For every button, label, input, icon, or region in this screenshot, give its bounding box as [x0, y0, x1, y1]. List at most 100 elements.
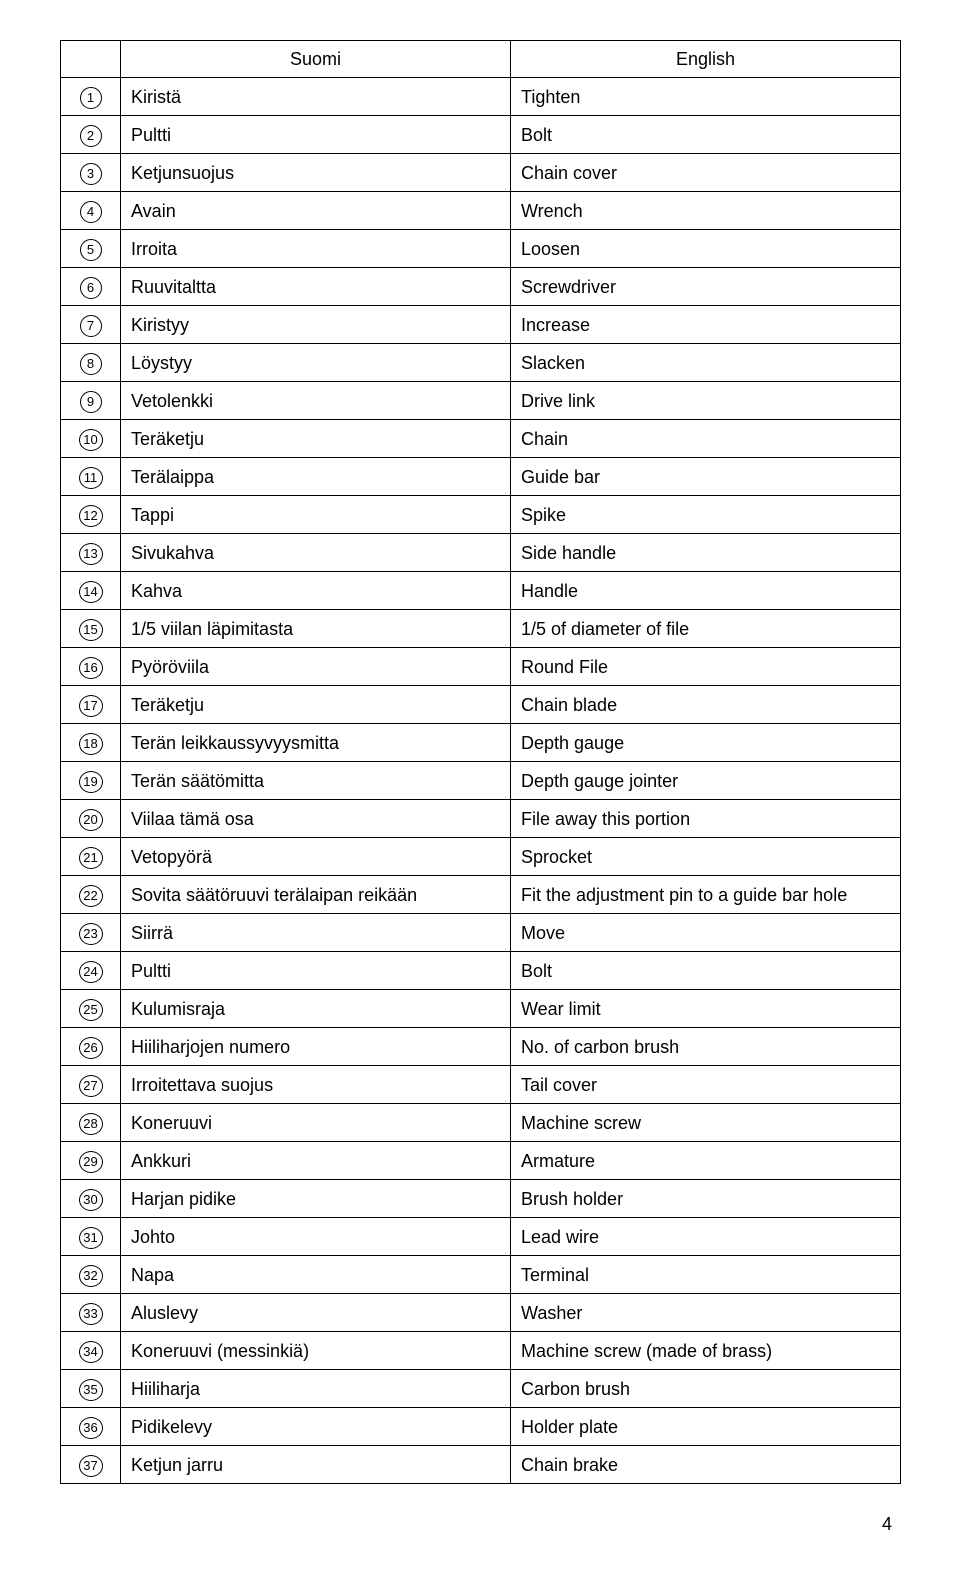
cell-suomi: Terälaippa	[121, 458, 511, 496]
circled-number-icon: 8	[80, 353, 102, 375]
table-row: 21VetopyöräSprocket	[61, 838, 901, 876]
row-number: 20	[61, 800, 121, 838]
row-number: 2	[61, 116, 121, 154]
row-number: 36	[61, 1408, 121, 1446]
cell-english: Tail cover	[511, 1066, 901, 1104]
row-number: 15	[61, 610, 121, 648]
table-row: 12TappiSpike	[61, 496, 901, 534]
circled-number-icon: 7	[80, 315, 102, 337]
table-row: 24PulttiBolt	[61, 952, 901, 990]
row-number: 10	[61, 420, 121, 458]
cell-english: Handle	[511, 572, 901, 610]
row-number: 29	[61, 1142, 121, 1180]
row-number: 27	[61, 1066, 121, 1104]
table-row: 7KiristyyIncrease	[61, 306, 901, 344]
table-row: 3KetjunsuojusChain cover	[61, 154, 901, 192]
cell-suomi: Kahva	[121, 572, 511, 610]
table-row: 8LöystyySlacken	[61, 344, 901, 382]
circled-number-icon: 28	[79, 1113, 103, 1135]
cell-english: 1/5 of diameter of file	[511, 610, 901, 648]
table-row: 31JohtoLead wire	[61, 1218, 901, 1256]
row-number: 30	[61, 1180, 121, 1218]
table-row: 16PyöröviilaRound File	[61, 648, 901, 686]
cell-suomi: Teräketju	[121, 420, 511, 458]
circled-number-icon: 36	[79, 1417, 103, 1439]
circled-number-icon: 2	[80, 125, 102, 147]
circled-number-icon: 15	[79, 619, 103, 641]
table-row: 5IrroitaLoosen	[61, 230, 901, 268]
row-number: 37	[61, 1446, 121, 1484]
cell-suomi: Pultti	[121, 116, 511, 154]
table-row: 2PulttiBolt	[61, 116, 901, 154]
cell-english: Holder plate	[511, 1408, 901, 1446]
cell-english: Depth gauge jointer	[511, 762, 901, 800]
table-row: 27Irroitettava suojusTail cover	[61, 1066, 901, 1104]
table-row: 14KahvaHandle	[61, 572, 901, 610]
circled-number-icon: 9	[80, 391, 102, 413]
circled-number-icon: 34	[79, 1341, 103, 1363]
cell-english: Machine screw	[511, 1104, 901, 1142]
cell-suomi: Ketjun jarru	[121, 1446, 511, 1484]
table-row: 36 PidikelevyHolder plate	[61, 1408, 901, 1446]
cell-english: Chain cover	[511, 154, 901, 192]
cell-suomi: Pidikelevy	[121, 1408, 511, 1446]
cell-suomi: Kiristä	[121, 78, 511, 116]
circled-number-icon: 1	[80, 87, 102, 109]
cell-english: Loosen	[511, 230, 901, 268]
cell-english: Slacken	[511, 344, 901, 382]
cell-english: Terminal	[511, 1256, 901, 1294]
cell-suomi: Koneruuvi (messinkiä)	[121, 1332, 511, 1370]
circled-number-icon: 29	[79, 1151, 103, 1173]
circled-number-icon: 33	[79, 1303, 103, 1325]
cell-english: Machine screw (made of brass)	[511, 1332, 901, 1370]
row-number: 35	[61, 1370, 121, 1408]
cell-english: Fit the adjustment pin to a guide bar ho…	[511, 876, 901, 914]
cell-suomi: Irroitettava suojus	[121, 1066, 511, 1104]
circled-number-icon: 16	[79, 657, 103, 679]
circled-number-icon: 3	[80, 163, 102, 185]
circled-number-icon: 4	[80, 201, 102, 223]
cell-english: Chain	[511, 420, 901, 458]
cell-suomi: Kulumisraja	[121, 990, 511, 1028]
cell-suomi: Sivukahva	[121, 534, 511, 572]
circled-number-icon: 6	[80, 277, 102, 299]
cell-suomi: Harjan pidike	[121, 1180, 511, 1218]
row-number: 12	[61, 496, 121, 534]
cell-english: Armature	[511, 1142, 901, 1180]
cell-suomi: Pyöröviila	[121, 648, 511, 686]
cell-suomi: Ankkuri	[121, 1142, 511, 1180]
table-row: 13SivukahvaSide handle	[61, 534, 901, 572]
table-row: 18Terän leikkaussyvyysmittaDepth gauge	[61, 724, 901, 762]
cell-english: File away this portion	[511, 800, 901, 838]
cell-english: Sprocket	[511, 838, 901, 876]
table-row: 151/5 viilan läpimitasta1/5 of diameter …	[61, 610, 901, 648]
cell-suomi: Siirrä	[121, 914, 511, 952]
cell-english: Side handle	[511, 534, 901, 572]
row-number: 13	[61, 534, 121, 572]
table-row: 19Terän säätömittaDepth gauge jointer	[61, 762, 901, 800]
cell-suomi: Koneruuvi	[121, 1104, 511, 1142]
cell-suomi: Napa	[121, 1256, 511, 1294]
cell-english: Increase	[511, 306, 901, 344]
table-row: 25KulumisrajaWear limit	[61, 990, 901, 1028]
cell-suomi: Ruuvitaltta	[121, 268, 511, 306]
table-row: 23SiirräMove	[61, 914, 901, 952]
circled-number-icon: 25	[79, 999, 103, 1021]
table-row: 33AluslevyWasher	[61, 1294, 901, 1332]
page-number: 4	[60, 1484, 900, 1535]
table-row: 26Hiiliharjojen numeroNo. of carbon brus…	[61, 1028, 901, 1066]
table-row: 35HiiliharjaCarbon brush	[61, 1370, 901, 1408]
row-number: 33	[61, 1294, 121, 1332]
circled-number-icon: 20	[79, 809, 103, 831]
table-row: 6RuuvitalttaScrewdriver	[61, 268, 901, 306]
cell-suomi: Sovita säätöruuvi terälaipan reikään	[121, 876, 511, 914]
row-number: 23	[61, 914, 121, 952]
table-row: 32NapaTerminal	[61, 1256, 901, 1294]
row-number: 14	[61, 572, 121, 610]
row-number: 9	[61, 382, 121, 420]
row-number: 11	[61, 458, 121, 496]
row-number: 22	[61, 876, 121, 914]
table-header-row: Suomi English	[61, 41, 901, 78]
table-row: 9VetolenkkiDrive link	[61, 382, 901, 420]
cell-suomi: Hiiliharja	[121, 1370, 511, 1408]
